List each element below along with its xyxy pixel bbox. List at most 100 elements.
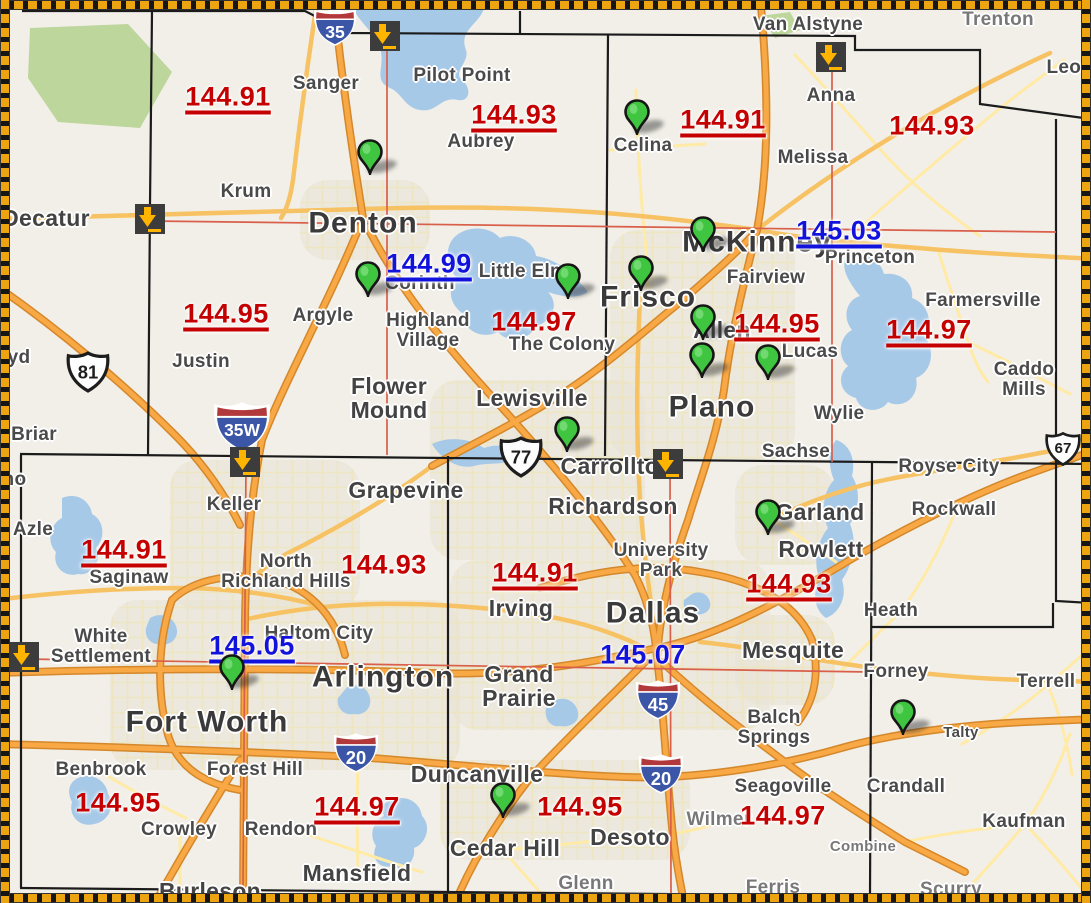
city-label: Dallas: [605, 596, 701, 630]
repeater-map-pin[interactable]: [554, 416, 595, 453]
repeater-map-pin[interactable]: [755, 499, 796, 536]
freeway-road: [152, 757, 243, 903]
lake: [432, 439, 520, 467]
green-pin-icon: [555, 263, 581, 299]
city-label: Mansfield: [302, 859, 412, 886]
county-boundary-line: [603, 34, 610, 457]
lake: [840, 254, 931, 410]
grid-endpoint-marker[interactable]: [816, 42, 846, 72]
frequency-label-link[interactable]: 144.91: [680, 104, 766, 135]
frequency-label-link[interactable]: 144.91: [81, 534, 167, 565]
highway-road: [278, 0, 320, 221]
grid-endpoint-marker[interactable]: [230, 447, 260, 477]
repeater-map-pin[interactable]: [355, 261, 396, 298]
frequency-label: 144.95: [537, 791, 623, 822]
arterial-road: [768, 516, 838, 564]
freeway-road: [0, 449, 1091, 676]
city-label: Azle: [12, 519, 54, 541]
repeater-map-pin[interactable]: [689, 342, 730, 379]
yellow-down-arrow-icon: [9, 642, 39, 672]
lake: [337, 684, 371, 715]
city-label: Kaufman: [982, 811, 1066, 833]
arterial-road: [793, 53, 982, 238]
city-label: Rockwall: [911, 499, 997, 521]
city-label: Highland Village: [386, 310, 470, 351]
city-label: Crandall: [866, 776, 946, 798]
city-label: Crowley: [140, 819, 218, 841]
city-label: Forney: [863, 661, 929, 683]
shield-number: 35: [325, 21, 345, 42]
city-label: Mesquite: [741, 636, 845, 663]
frequency-label-link[interactable]: 144.97: [886, 314, 972, 345]
city-label: Caddo Mills: [993, 359, 1055, 400]
highway-road: [240, 601, 648, 651]
green-pin-icon: [357, 139, 383, 175]
frequency-label-link[interactable]: 145.03: [796, 215, 882, 246]
city-label: Aubrey: [447, 131, 515, 153]
arterial-road: [840, 510, 957, 672]
grid-endpoint-marker[interactable]: [370, 21, 400, 51]
repeater-map-pin[interactable]: [690, 216, 731, 253]
repeater-map-pin[interactable]: [357, 139, 398, 176]
shield-number: 77: [510, 446, 532, 468]
grid-endpoint-marker[interactable]: [653, 449, 683, 479]
frequency-label-link[interactable]: 144.91: [185, 81, 271, 112]
frequency-label-link[interactable]: 145.05: [209, 630, 295, 661]
arterial-road: [903, 822, 1027, 844]
highway-road: [754, 50, 1053, 233]
city-label: Argyle: [292, 305, 354, 327]
lake: [447, 228, 554, 340]
frequency-label: 144.95: [75, 787, 161, 818]
shield-number: 35W: [224, 420, 260, 441]
repeater-map-pin[interactable]: [890, 699, 931, 736]
yellow-down-arrow-icon: [816, 42, 846, 72]
repeater-map-pin[interactable]: [628, 255, 669, 292]
grid-endpoint-marker[interactable]: [9, 642, 39, 672]
frequency-label-link[interactable]: 144.93: [471, 99, 557, 130]
repeater-map-pin[interactable]: [219, 654, 260, 691]
frequency-label-link[interactable]: 144.99: [386, 248, 472, 279]
arterial-road: [853, 58, 1066, 234]
frequency-label-link[interactable]: 144.97: [314, 791, 400, 822]
green-pin-icon: [755, 499, 781, 535]
freeway-road: [754, 0, 769, 233]
city-label: Fort Worth: [125, 705, 289, 739]
us-route-shield-icon: 77: [498, 435, 544, 478]
repeater-map-pin[interactable]: [555, 263, 596, 300]
frequency-label-link[interactable]: 144.95: [734, 308, 820, 339]
repeater-map-pin[interactable]: [690, 304, 731, 341]
city-label: Glenn: [558, 873, 614, 895]
city-label: Rendon: [244, 819, 318, 841]
repeater-map-pin[interactable]: [755, 344, 796, 381]
repeater-map-pin[interactable]: [490, 782, 531, 819]
freeway-road: [157, 597, 243, 793]
green-pin-icon: [690, 216, 716, 252]
city-label: Pilot Point: [413, 65, 511, 87]
city-label: Melissa: [777, 147, 849, 169]
interstate-shield-icon: 20: [638, 754, 684, 794]
red-grid-line: [23, 658, 871, 673]
arterial-road: [298, 830, 424, 874]
city-label: Sachse: [761, 441, 831, 463]
frequency-label-link[interactable]: 144.93: [746, 568, 832, 599]
frequency-label-link[interactable]: 144.91: [492, 557, 578, 588]
city-label: Grand Prairie: [482, 660, 556, 711]
city-label: Seagoville: [734, 776, 832, 798]
city-label: Leonard: [1046, 57, 1091, 79]
frequency-label: 144.93: [341, 549, 427, 580]
interstate-shield-icon: 45: [635, 680, 681, 720]
red-grid-line: [149, 220, 1057, 233]
city-label: Wilmer: [686, 809, 752, 831]
freeway-road: [169, 574, 348, 658]
grid-endpoint-marker[interactable]: [135, 204, 165, 234]
frequency-label-link[interactable]: 144.95: [183, 298, 269, 329]
repeater-map-pin[interactable]: [624, 99, 665, 136]
city-label: Irving: [488, 594, 554, 621]
green-pin-icon: [690, 304, 716, 340]
freeway-road: [654, 227, 760, 661]
